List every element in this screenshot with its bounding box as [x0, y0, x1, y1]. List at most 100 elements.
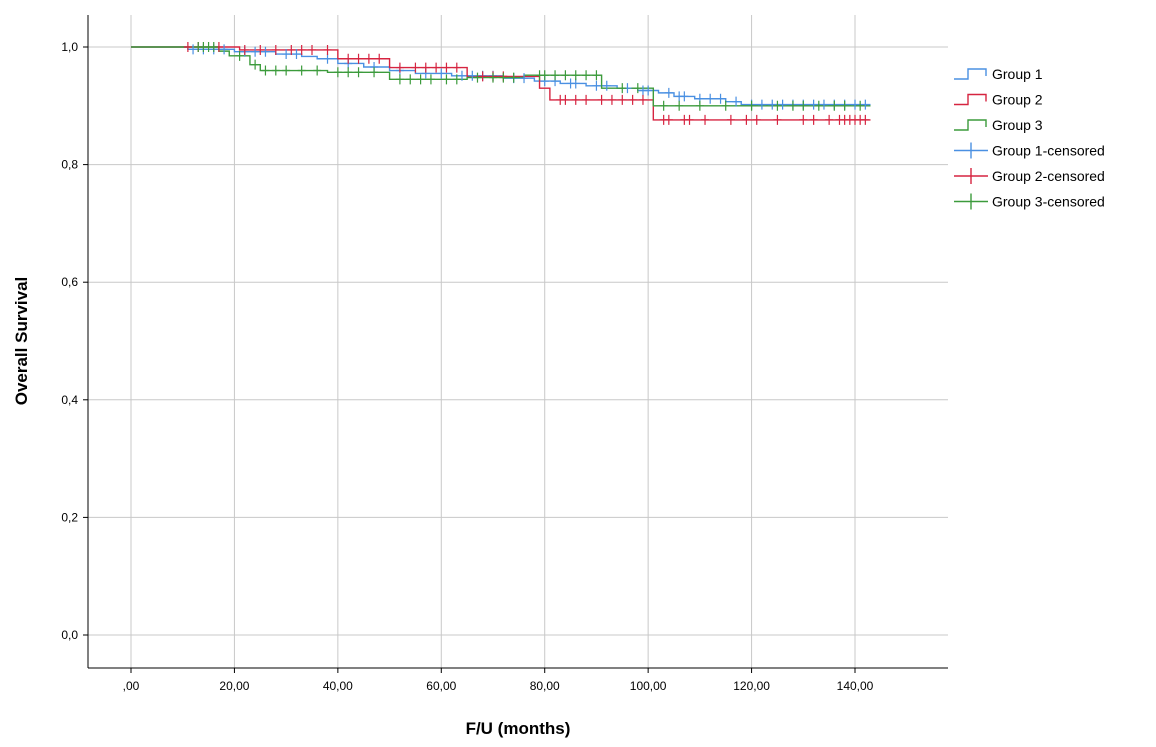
- censor-mark-group-2: [478, 71, 487, 82]
- censor-mark-group-1: [819, 99, 828, 110]
- censor-mark-group-3: [473, 72, 482, 83]
- x-tick-label: 60,00: [426, 679, 456, 693]
- censor-mark-group-2: [861, 114, 870, 125]
- plot-area: [88, 15, 948, 668]
- censor-mark-group-2: [597, 94, 606, 105]
- censor-mark-group-2: [685, 114, 694, 125]
- legend-label: Group 3-censored: [992, 194, 1105, 210]
- censor-mark-group-2: [395, 62, 404, 73]
- censor-mark-group-2: [809, 114, 818, 125]
- censor-mark-group-3: [452, 74, 461, 85]
- censor-mark-group-3: [313, 65, 322, 76]
- censor-mark-group-2: [421, 62, 430, 73]
- censor-mark-group-1: [778, 99, 787, 110]
- legend-swatch-line: [954, 119, 987, 131]
- y-axis-title: Overall Survival: [12, 277, 31, 406]
- censor-mark-group-2: [308, 44, 316, 55]
- censor-mark-group-2: [271, 44, 280, 55]
- legend-label: Group 2: [992, 92, 1043, 108]
- censor-mark-group-1: [851, 99, 859, 110]
- censor-mark-group-2: [628, 94, 637, 105]
- censor-mark-group-3: [788, 100, 797, 111]
- censor-mark-group-1: [220, 44, 229, 55]
- x-tick-label: 140,00: [837, 679, 874, 693]
- censor-mark-group-2: [825, 114, 834, 125]
- x-tick-label: 80,00: [530, 679, 560, 693]
- censor-mark-group-3: [582, 70, 591, 81]
- censor-mark-group-2: [799, 114, 808, 125]
- censor-mark-group-1: [468, 70, 477, 81]
- censor-mark-group-2: [752, 114, 761, 125]
- censor-mark-group-2: [432, 62, 441, 73]
- censor-mark-group-3: [799, 100, 808, 111]
- censor-mark-group-3: [235, 50, 244, 61]
- censor-mark-group-3: [571, 70, 580, 81]
- censor-mark-group-3: [509, 72, 518, 83]
- censor-mark-group-2: [618, 94, 627, 105]
- censor-mark-group-1: [323, 53, 332, 64]
- censor-mark-group-1: [282, 49, 291, 60]
- censor-mark-group-2: [183, 42, 192, 52]
- legend-label: Group 1: [992, 66, 1043, 82]
- legend-swatch-line: [954, 93, 987, 106]
- censor-mark-group-1: [664, 87, 673, 98]
- censor-mark-group-3: [416, 74, 425, 85]
- censor-mark-group-1: [251, 46, 260, 57]
- y-tick-label: 0,6: [61, 275, 78, 289]
- censor-mark-group-2: [364, 53, 373, 64]
- censor-mark-group-2: [638, 94, 647, 105]
- y-tick-label: 0,2: [61, 510, 78, 524]
- censor-mark-group-2: [442, 62, 451, 73]
- censor-mark-group-3: [814, 100, 823, 111]
- censor-mark-group-3: [261, 65, 270, 76]
- censor-mark-group-3: [406, 74, 415, 85]
- censor-mark-group-3: [540, 70, 549, 81]
- censor-mark-group-3: [354, 67, 363, 78]
- censor-mark-group-3: [695, 100, 704, 111]
- censor-mark-group-1: [861, 99, 870, 110]
- censor-mark-group-3: [489, 72, 497, 83]
- legend-swatch-censor: [954, 142, 988, 159]
- censor-mark-group-3: [830, 100, 839, 111]
- censor-mark-group-3: [282, 65, 291, 76]
- censor-mark-group-3: [840, 100, 849, 111]
- y-tick-label: 1,0: [61, 40, 78, 54]
- censor-mark-group-1: [261, 46, 270, 57]
- legend-swatch-censor: [954, 193, 988, 210]
- censor-mark-group-2: [344, 53, 353, 64]
- x-tick-label: 100,00: [630, 679, 667, 693]
- censor-mark-group-1: [520, 73, 529, 84]
- censor-mark-group-2: [582, 94, 591, 105]
- censor-mark-group-3: [633, 83, 642, 94]
- censor-mark-group-1: [437, 68, 446, 79]
- legend-label: Group 3: [992, 117, 1043, 133]
- censor-mark-group-2: [571, 94, 580, 105]
- censor-mark-group-2: [240, 44, 249, 55]
- censor-mark-group-3: [370, 67, 379, 78]
- censor-mark-group-2: [607, 94, 616, 105]
- censor-mark-group-2: [323, 44, 332, 55]
- y-tick-label: 0,0: [61, 628, 78, 642]
- censor-mark-group-2: [664, 114, 673, 125]
- censor-mark-group-3: [271, 65, 280, 76]
- x-tick-label: 20,00: [219, 679, 249, 693]
- censor-mark-group-3: [344, 67, 353, 78]
- censor-mark-group-1: [706, 93, 715, 104]
- censor-mark-group-3: [209, 42, 218, 52]
- censor-mark-group-3: [618, 83, 627, 94]
- censor-mark-group-1: [680, 91, 689, 102]
- legend-label: Group 2-censored: [992, 168, 1105, 184]
- censor-mark-group-1: [757, 99, 766, 110]
- censor-mark-group-1: [768, 99, 777, 110]
- censor-mark-group-2: [561, 94, 570, 105]
- legend: Group 1 Group 2 Group 3 Group 1-censored Gro…: [954, 66, 1105, 210]
- censor-mark-group-2: [375, 53, 384, 64]
- censor-mark-group-3: [659, 100, 668, 111]
- censor-mark-group-2: [411, 62, 420, 73]
- censor-mark-group-1: [592, 80, 601, 91]
- y-tick-label: 0,4: [61, 393, 78, 407]
- censor-mark-group-2: [452, 62, 461, 73]
- censor-mark-group-2: [742, 114, 751, 125]
- censor-mark-group-1: [602, 80, 611, 91]
